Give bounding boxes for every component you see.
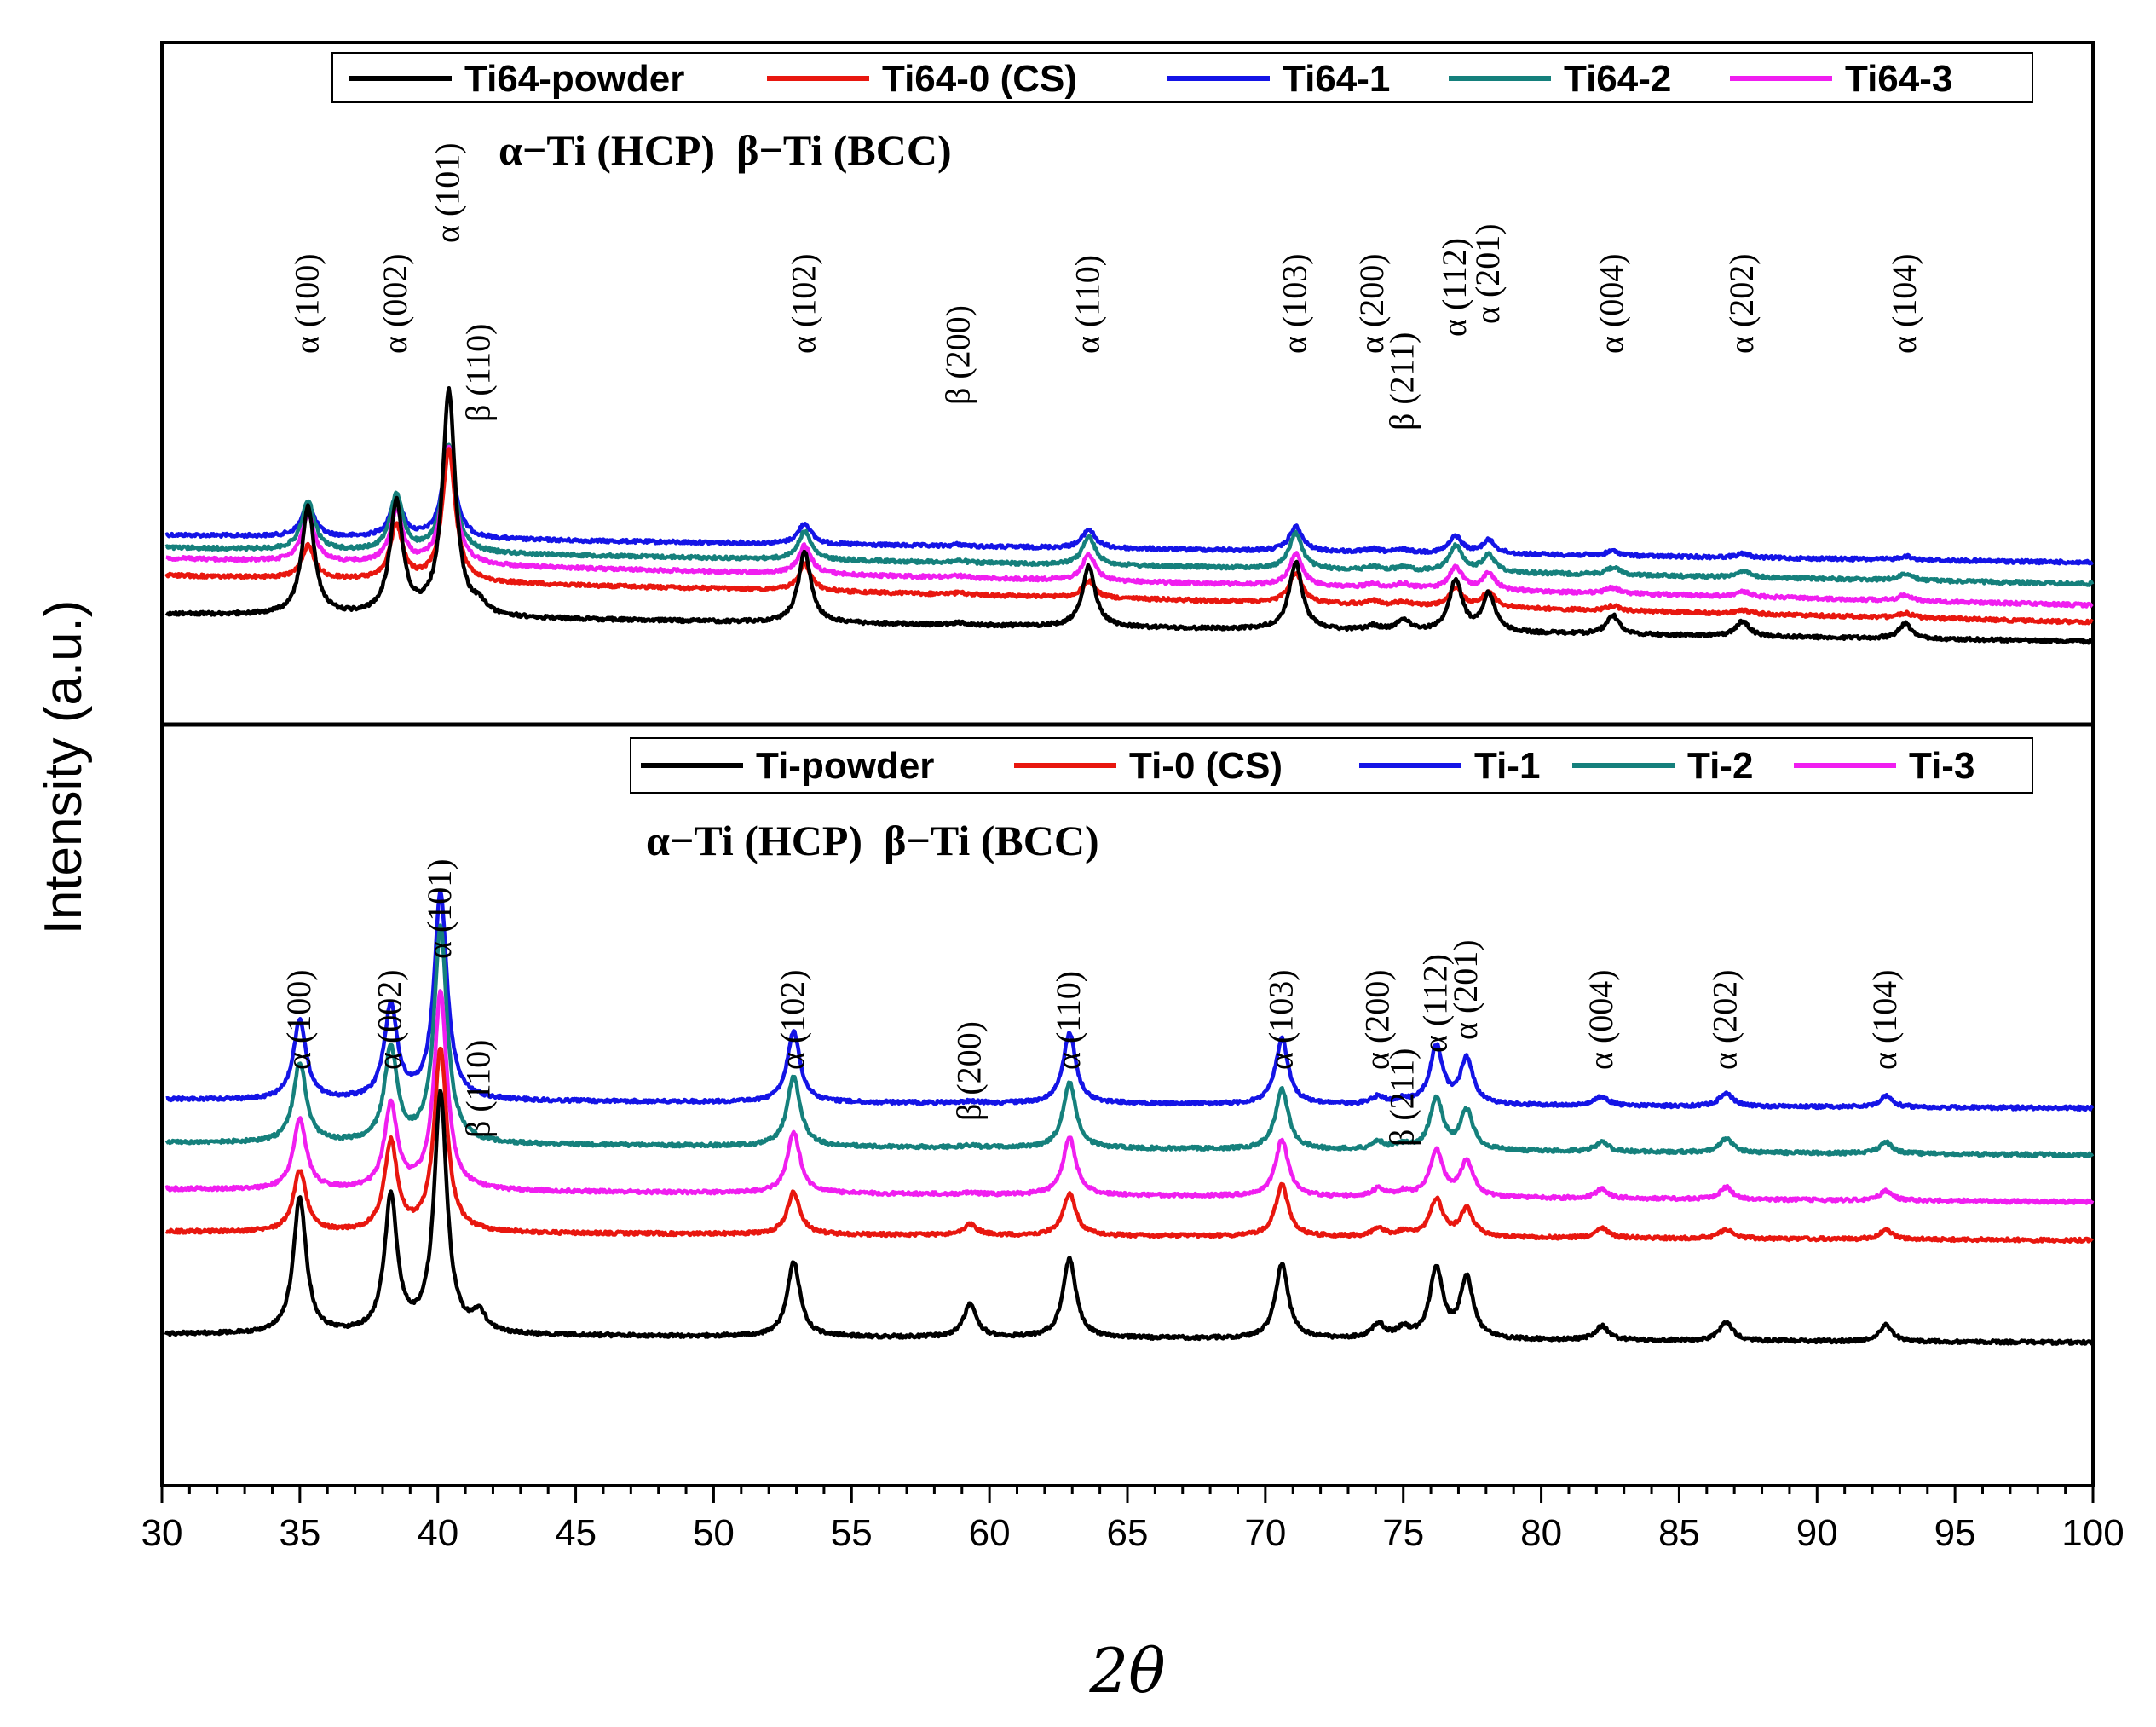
phase-label-top: α−Ti (HCP) β−Ti (BCC): [499, 126, 952, 174]
peak-label: α (202): [1722, 253, 1761, 354]
series-Ti64-0 (CS): [164, 447, 2094, 626]
legend-bottom-label-3: Ti-1: [1474, 745, 1540, 787]
peak-label: α (103): [1275, 253, 1313, 354]
peak-label: α (101): [420, 858, 458, 959]
peak-label: α (201): [1446, 939, 1484, 1040]
x-axis-ticks: 30 35 40 45 50 55 60 65 70 75 80 85 90 95 100: [141, 1486, 2124, 1554]
peak-label: α (002): [376, 253, 414, 354]
series-Ti64-1: [164, 448, 2095, 566]
legend-bottom: Ti-powder Ti-0 (CS) Ti-1 Ti-2 Ti-3: [630, 737, 2033, 794]
peak-label: β (200): [939, 305, 977, 405]
phase-label-bottom: α−Ti (HCP) β−Ti (BCC): [646, 817, 1099, 864]
x-axis-title: 2θ: [1088, 1635, 1165, 1707]
series-Ti-powder: [164, 1089, 2094, 1346]
peak-label: β (110): [458, 323, 497, 422]
legend-top-label-4: Ti64-2: [1564, 58, 1671, 100]
series-Ti-2: [164, 923, 2095, 1158]
peak-label: α (103): [1261, 969, 1300, 1070]
legend-top: Ti64-powder Ti64-0 (CS) Ti64-1 Ti64-2 Ti…: [331, 52, 2033, 103]
peak-label: α (200): [1358, 969, 1397, 1070]
x-tick-label: 90: [1796, 1512, 1838, 1554]
series-Ti64-powder: [164, 385, 2095, 645]
peak-label: α (200): [1352, 253, 1391, 354]
x-tick-label: 70: [1244, 1512, 1286, 1554]
legend-bottom-label-2: Ti-0 (CS): [1129, 745, 1283, 787]
peak-label: α (112): [1416, 954, 1455, 1053]
peak-label: α (110): [1069, 255, 1107, 354]
x-tick-label: 100: [2061, 1512, 2124, 1554]
peak-label: α (102): [773, 969, 811, 1070]
peak-label: β (110): [458, 1039, 497, 1138]
peak-label: α (112): [1435, 238, 1473, 337]
series-Ti64-3: [164, 444, 2094, 609]
legend-top-label-1: Ti64-powder: [464, 58, 684, 100]
y-axis-title: Intensity (a.u.): [34, 600, 93, 935]
x-tick-label: 80: [1520, 1512, 1562, 1554]
legend-bottom-label-4: Ti-2: [1687, 745, 1753, 787]
series-layer: [164, 385, 2095, 1346]
x-tick-label: 55: [831, 1512, 873, 1554]
peak-label: α (002): [371, 969, 409, 1070]
series-Ti-0 (CS): [164, 1046, 2094, 1245]
peak-label: α (201): [1468, 223, 1507, 324]
legend-top-label-5: Ti64-3: [1845, 58, 1952, 100]
x-tick-label: 85: [1658, 1512, 1700, 1554]
peak-label: α (102): [784, 253, 822, 354]
x-tick-label: 50: [693, 1512, 735, 1554]
peak-label: α (110): [1049, 971, 1087, 1070]
x-tick-label: 30: [141, 1512, 183, 1554]
series-Ti-3: [164, 989, 2095, 1205]
x-tick-label: 40: [417, 1512, 458, 1554]
peak-label: α (104): [1865, 969, 1904, 1070]
peak-label: β (211): [1383, 332, 1421, 430]
legend-bottom-label-1: Ti-powder: [756, 745, 934, 787]
x-tick-label: 45: [555, 1512, 597, 1554]
peak-label: β (211): [1383, 1048, 1421, 1147]
x-tick-label: 60: [969, 1512, 1011, 1554]
x-tick-label: 35: [279, 1512, 320, 1554]
x-tick-label: 65: [1107, 1512, 1149, 1554]
peak-label: β (200): [949, 1021, 988, 1121]
peak-label: α (004): [1582, 969, 1620, 1070]
legend-bottom-label-5: Ti-3: [1909, 745, 1974, 787]
legend-top-label-3: Ti64-1: [1283, 58, 1390, 100]
x-tick-label: 95: [1934, 1512, 1976, 1554]
series-Ti-1: [164, 888, 2095, 1112]
x-tick-label: 75: [1382, 1512, 1424, 1554]
peak-label-layer: α (100) α (002) α (101) β (110) α (102) β (20…: [280, 142, 1923, 1147]
peak-label: α (104): [1885, 253, 1923, 354]
peak-label: α (100): [288, 253, 326, 354]
peak-label: α (100): [280, 969, 318, 1070]
legend-top-label-2: Ti64-0 (CS): [882, 58, 1077, 100]
peak-label: α (101): [429, 142, 467, 243]
series-Ti64-2: [164, 442, 2095, 587]
peak-label: α (004): [1593, 253, 1631, 354]
peak-label: α (202): [1705, 969, 1744, 1070]
